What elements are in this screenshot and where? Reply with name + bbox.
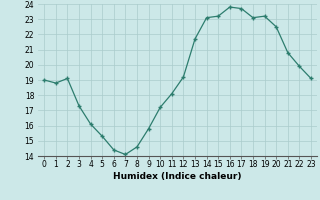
X-axis label: Humidex (Indice chaleur): Humidex (Indice chaleur) <box>113 172 242 181</box>
